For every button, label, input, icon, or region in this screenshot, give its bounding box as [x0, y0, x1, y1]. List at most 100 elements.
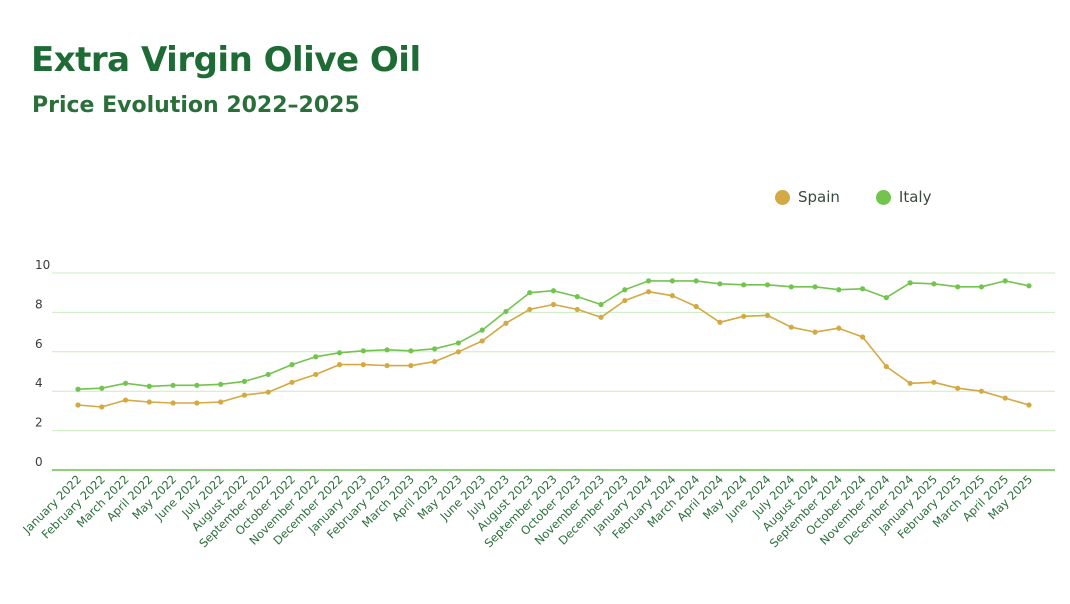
data-point-italy[interactable] [218, 381, 224, 387]
data-point-italy[interactable] [241, 378, 248, 384]
legend-item-italy[interactable]: Italy [875, 188, 932, 206]
data-point-spain[interactable] [693, 303, 699, 310]
data-point-spain[interactable] [146, 399, 152, 405]
data-point-italy[interactable] [955, 284, 961, 290]
data-point-spain[interactable] [432, 359, 438, 365]
data-point-spain[interactable] [1026, 402, 1032, 408]
chart-subtitle: Price Evolution 2022–2025 [32, 93, 360, 118]
data-point-spain[interactable] [550, 301, 557, 308]
data-point-spain[interactable] [646, 289, 652, 295]
data-point-italy[interactable] [75, 386, 81, 392]
data-point-italy[interactable] [883, 295, 889, 301]
data-point-italy[interactable] [503, 308, 509, 315]
data-point-spain[interactable] [812, 329, 818, 335]
data-point-italy[interactable] [1026, 283, 1032, 289]
data-point-spain[interactable] [717, 319, 723, 325]
data-point-italy[interactable] [336, 350, 343, 356]
data-point-spain[interactable] [360, 362, 366, 368]
data-point-spain[interactable] [955, 385, 961, 391]
data-point-italy[interactable] [384, 347, 390, 353]
data-point-spain[interactable] [336, 362, 343, 368]
legend-item-spain[interactable]: Spain [775, 188, 840, 206]
data-point-spain[interactable] [194, 400, 200, 406]
data-point-spain[interactable] [978, 388, 985, 394]
legend-marker-spain [775, 189, 790, 205]
data-point-spain[interactable] [170, 400, 176, 406]
data-point-italy[interactable] [622, 287, 628, 293]
data-point-italy[interactable] [99, 385, 105, 391]
data-point-italy[interactable] [741, 282, 747, 288]
data-point-italy[interactable] [265, 371, 271, 378]
data-point-italy[interactable] [289, 362, 295, 368]
data-point-spain[interactable] [218, 399, 224, 405]
data-point-spain[interactable] [455, 349, 461, 355]
legend-label-italy: Italy [898, 188, 932, 206]
data-point-spain[interactable] [741, 313, 747, 319]
data-point-italy[interactable] [836, 287, 842, 293]
data-point-italy[interactable] [693, 278, 699, 284]
data-point-spain[interactable] [479, 338, 485, 344]
y-axis-ticks: 0 2 4 6 8 10 [35, 258, 50, 469]
data-point-italy[interactable] [812, 284, 818, 290]
data-point-italy[interactable] [170, 382, 176, 388]
data-point-italy[interactable] [408, 348, 414, 354]
y-tick-label: 8 [35, 297, 43, 311]
data-point-spain[interactable] [598, 314, 604, 320]
data-point-spain[interactable] [265, 389, 271, 395]
legend: Spain Italy [775, 188, 967, 206]
data-point-spain[interactable] [574, 306, 580, 313]
data-point-spain[interactable] [788, 324, 794, 330]
data-point-italy[interactable] [527, 290, 533, 296]
data-point-italy[interactable] [122, 380, 129, 386]
data-point-italy[interactable] [1002, 278, 1008, 284]
data-point-spain[interactable] [99, 404, 105, 410]
data-point-italy[interactable] [859, 286, 866, 292]
data-point-italy[interactable] [479, 327, 485, 333]
gridlines [52, 272, 1055, 471]
data-point-italy[interactable] [931, 281, 937, 287]
data-point-spain[interactable] [289, 379, 295, 385]
data-point-spain[interactable] [122, 397, 129, 403]
series-line-spain [77, 290, 1030, 408]
data-point-italy[interactable] [717, 281, 723, 287]
data-point-spain[interactable] [408, 362, 414, 369]
data-point-spain[interactable] [1002, 395, 1008, 401]
data-point-italy[interactable] [788, 284, 794, 290]
data-point-spain[interactable] [527, 306, 533, 313]
data-point-italy[interactable] [598, 301, 604, 308]
data-point-spain[interactable] [503, 320, 509, 326]
data-point-spain[interactable] [241, 392, 248, 398]
series-lines [75, 278, 1032, 410]
data-point-italy[interactable] [669, 278, 675, 284]
data-point-spain[interactable] [669, 293, 675, 299]
data-point-spain[interactable] [859, 334, 866, 340]
data-point-italy[interactable] [455, 340, 461, 346]
y-tick-label: 10 [35, 258, 50, 272]
data-point-spain[interactable] [931, 379, 937, 385]
data-point-italy[interactable] [360, 348, 366, 354]
data-point-italy[interactable] [432, 346, 438, 352]
y-tick-label: 4 [35, 376, 43, 390]
data-point-spain[interactable] [384, 362, 390, 369]
data-point-spain[interactable] [622, 297, 628, 304]
data-point-spain[interactable] [313, 371, 319, 378]
data-point-italy[interactable] [574, 294, 580, 300]
data-point-italy[interactable] [146, 383, 152, 389]
chart-title: Extra Virgin Olive Oil [31, 40, 421, 80]
data-point-italy[interactable] [764, 282, 771, 288]
data-point-italy[interactable] [646, 278, 652, 284]
data-point-italy[interactable] [313, 354, 319, 360]
data-point-italy[interactable] [550, 288, 557, 294]
data-point-spain[interactable] [836, 325, 842, 331]
data-point-italy[interactable] [907, 280, 913, 286]
data-point-spain[interactable] [75, 402, 81, 408]
data-point-spain[interactable] [764, 312, 771, 318]
data-point-italy[interactable] [194, 382, 200, 388]
data-point-spain[interactable] [907, 380, 913, 386]
y-tick-label: 2 [35, 416, 43, 430]
legend-marker-italy [875, 189, 891, 205]
data-point-spain[interactable] [883, 363, 889, 370]
data-point-italy[interactable] [978, 284, 985, 290]
